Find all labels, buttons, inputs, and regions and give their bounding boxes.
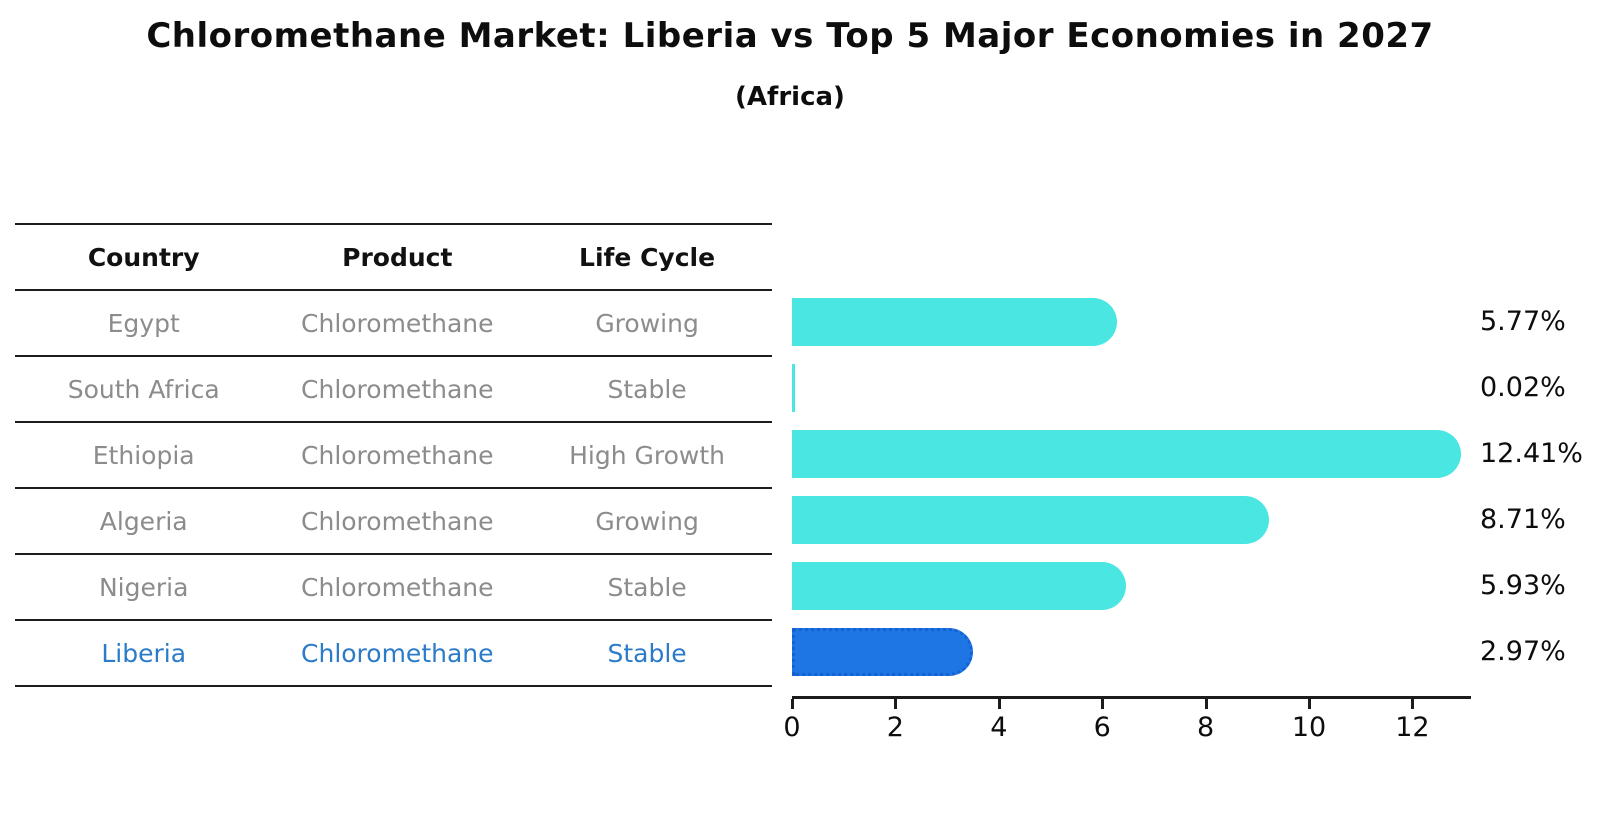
x-tick-label: 0 — [783, 712, 801, 743]
table-cell-product: Chloromethane — [301, 440, 494, 470]
table-cell-product: Chloromethane — [301, 638, 494, 668]
bar-row — [792, 421, 1472, 487]
table-cell-product: Chloromethane — [301, 506, 494, 536]
table-cell-life-cycle: Stable — [607, 374, 687, 404]
bar-liberia-highlighted — [792, 628, 973, 676]
table-cell-product: Chloromethane — [301, 308, 494, 338]
table-cell-life-cycle: Stable — [607, 638, 687, 668]
x-tick-mark — [1411, 699, 1415, 709]
x-tick-label: 4 — [990, 712, 1008, 743]
table-row: Liberia Chloromethane Stable — [15, 621, 772, 687]
country-table: Country Product Life Cycle Egypt Chlorome… — [15, 223, 772, 687]
table-cell-country: Ethiopia — [92, 440, 195, 470]
x-tick-label: 2 — [886, 712, 904, 743]
value-label: 5.93% — [1480, 570, 1566, 601]
page-title: Chloromethane Market: Liberia vs Top 5 M… — [146, 16, 1434, 56]
table-row: Algeria Chloromethane Growing — [15, 489, 772, 555]
bar-row — [792, 619, 1472, 685]
x-tick-mark — [997, 699, 1001, 709]
table-cell-country: Nigeria — [98, 572, 189, 602]
bar-row — [792, 553, 1472, 619]
table-cell-life-cycle: High Growth — [569, 440, 726, 470]
table-cell-life-cycle: Growing — [595, 506, 699, 536]
bar-nigeria — [792, 562, 1126, 610]
table-body: Egypt Chloromethane Growing South Africa Chl… — [15, 291, 772, 687]
value-label: 0.02% — [1480, 372, 1566, 403]
bar-row — [792, 487, 1472, 553]
x-tick-mark — [1308, 699, 1311, 709]
x-axis-line — [792, 696, 1471, 699]
x-tick-label: 6 — [1093, 712, 1111, 743]
bar-plot-area — [792, 289, 1472, 696]
bar-row — [792, 289, 1472, 355]
value-label: 12.41% — [1480, 438, 1583, 469]
table-cell-life-cycle: Stable — [607, 572, 687, 602]
value-label: 5.77% — [1480, 306, 1566, 337]
table-cell-life-cycle: Growing — [595, 308, 699, 338]
bar-south-africa — [792, 364, 795, 412]
column-header-product: Product — [342, 242, 453, 272]
table-cell-country: Liberia — [101, 638, 187, 668]
bar-algeria — [792, 496, 1270, 544]
table-cell-country: Egypt — [107, 308, 180, 338]
column-header-country: Country — [87, 242, 200, 272]
table-cell-country: Algeria — [99, 506, 188, 536]
x-tick-mark — [791, 699, 794, 709]
table-cell-product: Chloromethane — [301, 374, 494, 404]
x-tick-mark — [1101, 699, 1105, 709]
x-tick-mark — [1204, 699, 1208, 709]
x-tick-label: 10 — [1291, 712, 1327, 743]
x-tick-label: 12 — [1395, 712, 1430, 743]
bar-ethiopia — [792, 430, 1461, 478]
page-subtitle: (Africa) — [735, 82, 845, 112]
value-label: 2.97% — [1480, 636, 1566, 667]
table-row: South Africa Chloromethane Stable — [15, 357, 772, 423]
bar-row — [792, 355, 1472, 421]
table-row: Nigeria Chloromethane Stable — [15, 555, 772, 621]
value-label: 8.71% — [1480, 504, 1566, 535]
table-header-row: Country Product Life Cycle — [15, 225, 772, 291]
column-header-life-cycle: Life Cycle — [579, 242, 716, 272]
x-tick-label: 8 — [1197, 712, 1215, 743]
table-cell-country: South Africa — [67, 374, 220, 404]
table-row: Egypt Chloromethane Growing — [15, 291, 772, 357]
table-cell-product: Chloromethane — [301, 572, 494, 602]
table-row: Ethiopia Chloromethane High Growth — [15, 423, 772, 489]
x-tick-mark — [894, 699, 898, 709]
bar-egypt — [792, 298, 1118, 346]
